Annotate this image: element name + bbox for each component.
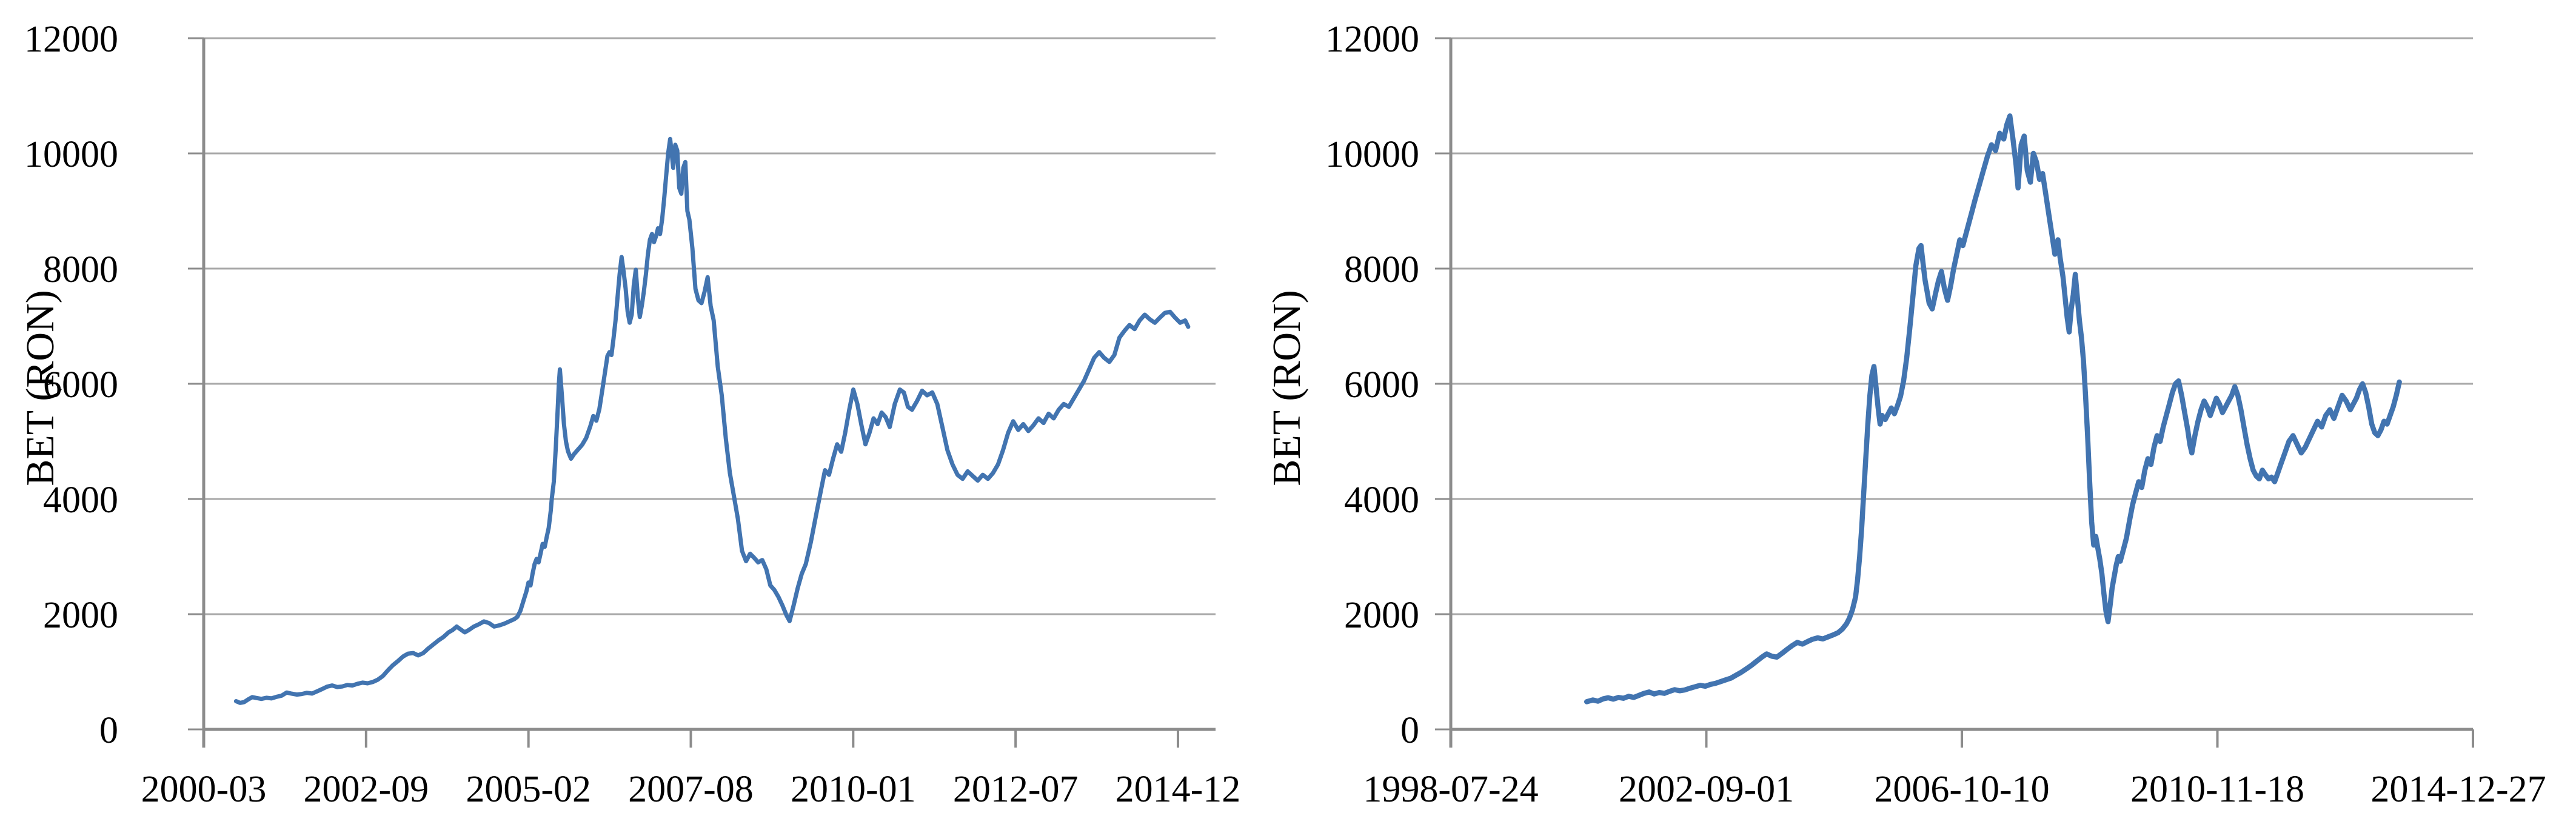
x-tick-label: 2006-10-10 [1874,769,2049,810]
y-tick-label: 10000 [24,134,118,175]
y-tick-label: 2000 [43,595,118,636]
y-tick-label: 6000 [43,364,118,406]
y-tick-label: 0 [99,710,118,751]
y-axis-title: BET (RON) [1265,290,1309,486]
y-tick-label: 10000 [1325,134,1419,175]
y-tick-label: 12000 [1325,19,1419,60]
x-tick-label: 2010-11-18 [2130,769,2304,810]
x-tick-label: 2012-07 [953,769,1079,810]
y-tick-label: 0 [1400,710,1419,751]
y-tick-label: 12000 [24,19,118,60]
x-tick-label: 2002-09 [304,769,429,810]
x-tick-label: 1998-07-24 [1363,769,1538,810]
x-tick-label: 2005-02 [466,769,591,810]
y-tick-label: 4000 [43,480,118,521]
y-axis-title: BET (RON) [18,290,62,486]
bet-index-series-line [233,136,1191,705]
x-tick-label: 2010-01 [791,769,916,810]
bet-index-series-line [1584,113,2402,705]
y-tick-label: 2000 [1344,595,1419,636]
y-tick-label: 6000 [1344,364,1419,406]
y-tick-label: 8000 [43,249,118,290]
x-tick-label: 2014-12 [1116,769,1241,810]
x-tick-label: 2002-09-01 [1619,769,1794,810]
x-tick-label: 2014-12-27 [2370,769,2546,810]
y-tick-label: 8000 [1344,249,1419,290]
x-tick-label: 2007-08 [628,769,754,810]
y-tick-label: 4000 [1344,480,1419,521]
x-tick-label: 2000-03 [141,769,267,810]
